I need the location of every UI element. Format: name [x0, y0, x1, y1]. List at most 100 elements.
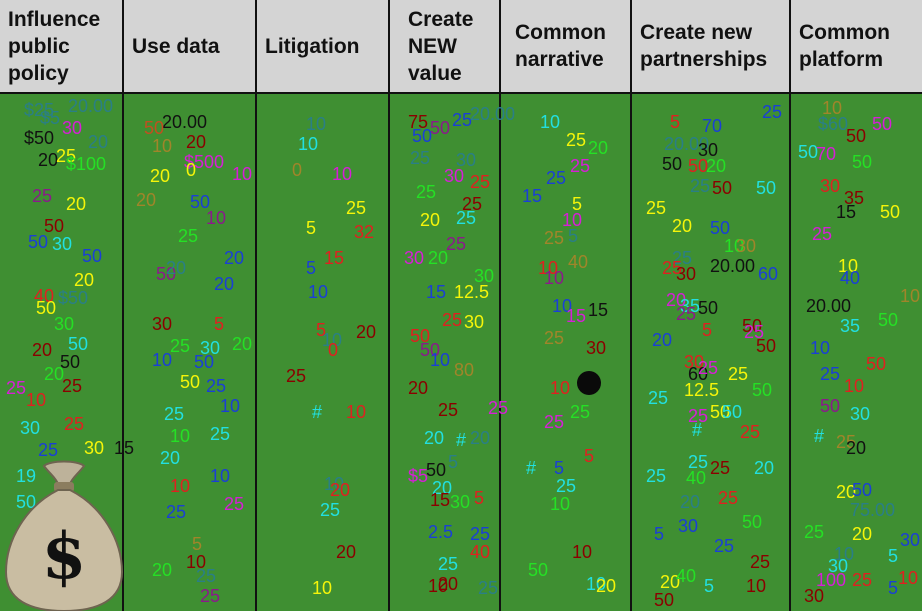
value-marker: 25 [570, 402, 591, 422]
value-marker: 25 [286, 366, 307, 386]
value-marker: 20 [438, 574, 459, 594]
value-marker: 20 [336, 542, 357, 562]
value-marker: # [456, 430, 467, 450]
value-marker: 10 [206, 208, 227, 228]
value-marker: 25 [166, 502, 187, 522]
value-marker: 20 [152, 560, 173, 580]
svg-text:$: $ [42, 519, 87, 594]
value-marker: 15 [566, 306, 587, 326]
value-marker: 30 [404, 248, 425, 268]
value-marker: 10 [312, 578, 333, 598]
value-marker: 20.00 [664, 134, 710, 154]
value-marker: 25 [544, 228, 565, 248]
value-marker: 50 [846, 126, 867, 146]
value-marker: 10 [538, 258, 559, 278]
value-marker: 50 [144, 118, 165, 138]
value-marker: 30 [676, 264, 697, 284]
value-marker: 20 [186, 132, 207, 152]
value-marker: 5 [888, 546, 899, 566]
value-marker: 10 [232, 164, 253, 184]
value-marker: 10 [550, 494, 571, 514]
value-marker: 30 [804, 586, 825, 606]
value-marker: 50 [190, 192, 211, 212]
value-marker: 5 [474, 488, 485, 508]
value-marker: 20 [836, 482, 857, 502]
column-header-create-new-partnerships: Create new partnerships [632, 0, 791, 94]
value-marker: 25 [206, 376, 227, 396]
value-marker: 5 [214, 314, 225, 334]
value-marker: 10 [544, 268, 565, 288]
value-marker: 25 [452, 110, 473, 130]
value-marker: 25 [740, 422, 761, 442]
value-marker: 20 [420, 210, 441, 230]
value-marker: 50 [688, 156, 709, 176]
column-divider [122, 0, 124, 611]
value-marker: 10 [834, 544, 855, 564]
value-marker: 20.00 [68, 96, 114, 116]
value-marker: 50 [426, 460, 447, 480]
value-marker: 20 [224, 248, 245, 268]
value-marker: 50 [16, 492, 37, 512]
value-marker: # [692, 420, 703, 440]
value-marker: 10 [306, 114, 327, 134]
value-marker: 25 [438, 400, 459, 420]
value-marker: $50 [24, 128, 55, 148]
value-marker: 30 [828, 556, 849, 576]
value-marker: 25 [442, 310, 463, 330]
value-marker: 25 [762, 102, 783, 122]
value-marker: $5 [40, 108, 61, 128]
value-marker: $500 [184, 152, 225, 172]
value-marker: 50 [852, 152, 873, 172]
value-marker: 5 [654, 524, 665, 544]
value-marker: 50 [662, 154, 683, 174]
value-marker: 50 [742, 512, 763, 532]
value-marker: 50 [654, 590, 675, 610]
value-marker: 30 [698, 140, 719, 160]
value-marker: 10 [186, 552, 207, 572]
value-marker: 30 [684, 352, 705, 372]
value-marker: 25 [744, 322, 765, 342]
value-marker: 10 [550, 378, 571, 398]
value-marker: 30 [62, 118, 83, 138]
value-marker: 30 [200, 338, 221, 358]
value-marker: 20 [214, 274, 235, 294]
value-marker: 10 [552, 296, 573, 316]
value-marker: 50 [852, 480, 873, 500]
value-marker: 50 [866, 354, 887, 374]
value-marker: 25 [544, 412, 565, 432]
value-marker: 5 [584, 446, 595, 466]
value-marker: 30 [474, 266, 495, 286]
column-divider [499, 0, 501, 611]
value-marker: 70 [702, 116, 723, 136]
column-header-common-platform: Common platform [791, 0, 922, 94]
value-marker: 30 [736, 236, 757, 256]
money-bag-icon: $ [4, 460, 124, 611]
value-marker: 5 [572, 194, 583, 214]
value-marker: 70 [816, 144, 837, 164]
value-marker: 30 [678, 516, 699, 536]
value-marker: 25 [688, 452, 709, 472]
value-marker: 80 [454, 360, 475, 380]
value-marker: 20 [588, 138, 609, 158]
value-marker: 20.00 [470, 104, 516, 124]
value-marker: 40 [568, 252, 589, 272]
value-marker: 20 [66, 194, 87, 214]
value-marker: 25 [698, 358, 719, 378]
value-marker: 25 [478, 578, 499, 598]
value-marker: 25 [438, 554, 459, 574]
value-marker: 10 [220, 396, 241, 416]
value-marker: 25 [648, 388, 669, 408]
value-marker: 25 [488, 398, 509, 418]
column-divider [630, 0, 632, 611]
value-marker: 30 [850, 404, 871, 424]
value-marker: 20 [408, 378, 429, 398]
column-divider [789, 0, 791, 611]
column-divider [255, 0, 257, 611]
value-marker: 10 [170, 426, 191, 446]
value-marker: 25 [224, 494, 245, 514]
value-marker: 20 [424, 428, 445, 448]
value-marker: 30 [450, 492, 471, 512]
value-marker: 20.00 [710, 256, 756, 276]
value-marker: 25 [410, 148, 431, 168]
